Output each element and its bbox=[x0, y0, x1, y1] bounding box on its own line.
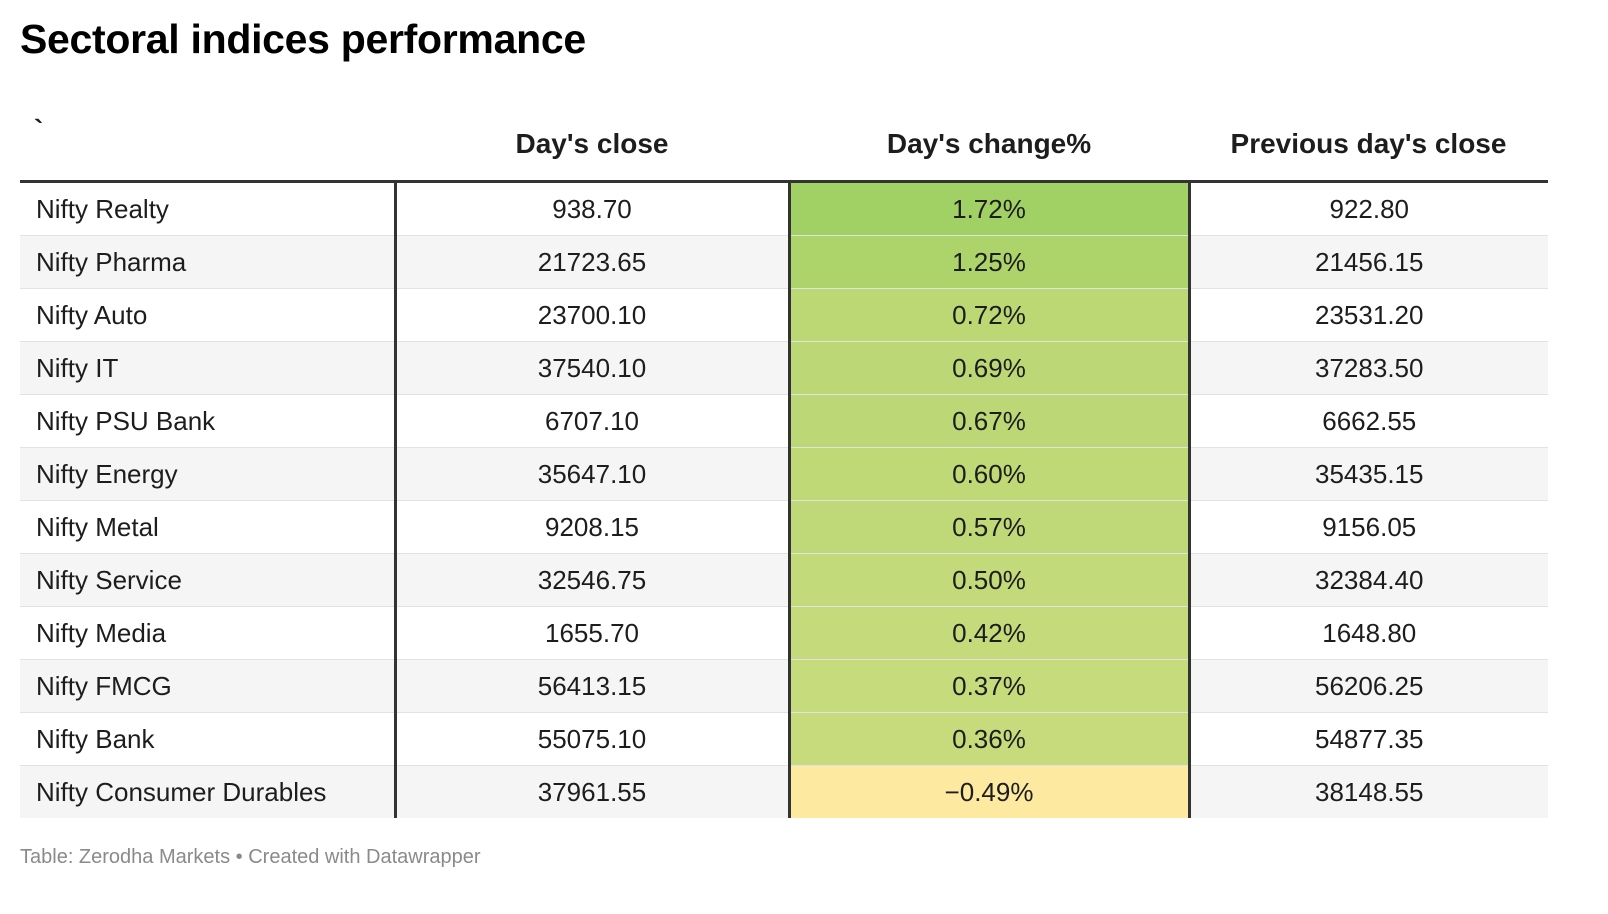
row-close-cell: 1655.70 bbox=[393, 606, 789, 660]
row-close-cell: 37540.10 bbox=[393, 341, 789, 395]
table-body: Nifty Realty 938.70 1.72% 922.80 Nifty Pharm… bbox=[20, 181, 1548, 818]
row-close-cell: 938.70 bbox=[393, 181, 789, 236]
source-footer: Table: Zerodha Markets • Created with Da… bbox=[20, 846, 481, 868]
row-name-cell: Nifty Service bbox=[20, 553, 395, 607]
row-name-cell: Nifty Pharma bbox=[20, 235, 395, 289]
table-row: Nifty Realty 938.70 1.72% 922.80 bbox=[20, 181, 1548, 236]
row-close-cell: 6707.10 bbox=[393, 394, 789, 448]
row-prev-cell: 54877.35 bbox=[1187, 712, 1548, 766]
row-prev-cell: 1648.80 bbox=[1187, 606, 1548, 660]
row-prev-cell: 23531.20 bbox=[1187, 288, 1548, 342]
row-name-cell: Nifty PSU Bank bbox=[20, 394, 395, 448]
row-name-cell: Nifty IT bbox=[20, 341, 395, 395]
row-name-cell: Nifty Energy bbox=[20, 447, 395, 501]
header-close: Day's close bbox=[395, 108, 789, 183]
row-change-cell: 0.57% bbox=[787, 500, 1189, 554]
row-prev-cell: 32384.40 bbox=[1187, 553, 1548, 607]
row-name-cell: Nifty Consumer Durables bbox=[20, 765, 395, 818]
table-row: Nifty Consumer Durables 37961.55 −0.49% 381… bbox=[20, 765, 1548, 818]
table-row: Nifty Energy 35647.10 0.60% 35435.15 bbox=[20, 447, 1548, 501]
table-row: Nifty Auto 23700.10 0.72% 23531.20 bbox=[20, 288, 1548, 342]
row-prev-cell: 56206.25 bbox=[1187, 659, 1548, 713]
row-prev-cell: 922.80 bbox=[1187, 181, 1548, 236]
row-close-cell: 32546.75 bbox=[393, 553, 789, 607]
table-row: Nifty Media 1655.70 0.42% 1648.80 bbox=[20, 606, 1548, 660]
header-prev: Previous day's close bbox=[1189, 108, 1548, 183]
row-change-cell: 0.69% bbox=[787, 341, 1189, 395]
table-row: Nifty PSU Bank 6707.10 0.67% 6662.55 bbox=[20, 394, 1548, 448]
header-change: Day's change% bbox=[789, 108, 1189, 183]
chart-title: Sectoral indices performance bbox=[20, 16, 586, 62]
row-name-cell: Nifty Bank bbox=[20, 712, 395, 766]
row-name-cell: Nifty Metal bbox=[20, 500, 395, 554]
row-change-cell: 1.25% bbox=[787, 235, 1189, 289]
table-row: Nifty Service 32546.75 0.50% 32384.40 bbox=[20, 553, 1548, 607]
row-close-cell: 56413.15 bbox=[393, 659, 789, 713]
header-row: ` Day's close Day's change% Previous day… bbox=[20, 108, 1548, 183]
table-row: Nifty Bank 55075.10 0.36% 54877.35 bbox=[20, 712, 1548, 766]
row-close-cell: 35647.10 bbox=[393, 447, 789, 501]
header-name: ` bbox=[20, 108, 395, 183]
row-prev-cell: 35435.15 bbox=[1187, 447, 1548, 501]
row-name-cell: Nifty Realty bbox=[20, 181, 395, 236]
table-row: Nifty Metal 9208.15 0.57% 9156.05 bbox=[20, 500, 1548, 554]
row-change-cell: 0.37% bbox=[787, 659, 1189, 713]
row-change-cell: −0.49% bbox=[787, 765, 1189, 818]
row-prev-cell: 38148.55 bbox=[1187, 765, 1548, 818]
row-change-cell: 0.42% bbox=[787, 606, 1189, 660]
row-change-cell: 0.72% bbox=[787, 288, 1189, 342]
row-change-cell: 0.67% bbox=[787, 394, 1189, 448]
row-close-cell: 55075.10 bbox=[393, 712, 789, 766]
row-name-cell: Nifty Auto bbox=[20, 288, 395, 342]
row-change-cell: 1.72% bbox=[787, 181, 1189, 236]
row-name-cell: Nifty FMCG bbox=[20, 659, 395, 713]
row-name-cell: Nifty Media bbox=[20, 606, 395, 660]
table-row: Nifty FMCG 56413.15 0.37% 56206.25 bbox=[20, 659, 1548, 713]
row-change-cell: 0.36% bbox=[787, 712, 1189, 766]
row-prev-cell: 37283.50 bbox=[1187, 341, 1548, 395]
row-close-cell: 23700.10 bbox=[393, 288, 789, 342]
row-change-cell: 0.60% bbox=[787, 447, 1189, 501]
table-row: Nifty Pharma 21723.65 1.25% 21456.15 bbox=[20, 235, 1548, 289]
row-prev-cell: 9156.05 bbox=[1187, 500, 1548, 554]
row-close-cell: 9208.15 bbox=[393, 500, 789, 554]
row-close-cell: 21723.65 bbox=[393, 235, 789, 289]
table-header: ` Day's close Day's change% Previous day… bbox=[20, 108, 1548, 183]
row-prev-cell: 6662.55 bbox=[1187, 394, 1548, 448]
row-change-cell: 0.50% bbox=[787, 553, 1189, 607]
row-prev-cell: 21456.15 bbox=[1187, 235, 1548, 289]
table-row: Nifty IT 37540.10 0.69% 37283.50 bbox=[20, 341, 1548, 395]
sector-table: ` Day's close Day's change% Previous day… bbox=[20, 108, 1548, 818]
row-close-cell: 37961.55 bbox=[393, 765, 789, 818]
